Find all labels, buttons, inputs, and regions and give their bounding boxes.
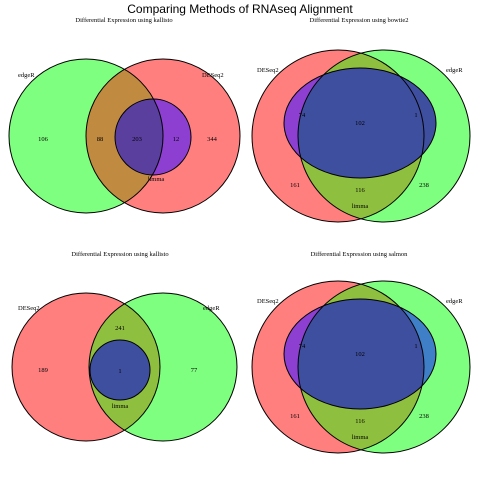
venn-panel-1: Differential Expression using kallisto e… [8, 17, 241, 214]
limma-set-circle [90, 340, 150, 400]
count-deseq2-limma: 12 [173, 136, 180, 143]
set-label-edger: edgeR [446, 67, 463, 74]
set-label-deseq2: DESeq2 [202, 72, 224, 79]
count-deseq2-edger: 116 [355, 187, 365, 194]
count-deseq2-edger: 116 [355, 418, 365, 425]
count-edger-deseq2: 88 [97, 136, 104, 143]
set-label-edger: edgeR [446, 298, 463, 305]
limma-edger-overlap [115, 99, 163, 175]
count-all-three: 102 [355, 120, 365, 127]
figure-title: Comparing Methods of RNAseq Alignment [127, 2, 353, 16]
count-all-three: 102 [355, 351, 365, 358]
venn-panel-2: Differential Expression using bowtie2 DE… [251, 17, 471, 223]
set-label-limma: limma [352, 434, 369, 441]
venn-panel-3: Differential Expression using kallisto D… [11, 251, 238, 442]
count-all-three: 203 [132, 136, 142, 143]
count-edger-only: 238 [419, 413, 429, 420]
count-deseq2-limma: 74 [299, 343, 306, 350]
set-label-limma: limma [148, 176, 165, 183]
count-edger-only: 238 [419, 182, 429, 189]
count-deseq2-limma: 74 [299, 112, 306, 119]
set-label-edger: edgeR [18, 72, 35, 79]
panel-1-title: Differential Expression using kallisto [75, 17, 172, 24]
set-label-limma: limma [112, 403, 129, 410]
panel-4-title: Differential Expression using salmon [311, 251, 409, 258]
set-label-limma: limma [352, 203, 369, 210]
deseq2-edger-overlap [89, 293, 160, 441]
all-three-overlap [298, 299, 424, 409]
set-label-edger: edgeR [203, 305, 220, 312]
set-label-deseq2: DESeq2 [257, 298, 279, 305]
panel-2-title: Differential Expression using bowtie2 [310, 17, 409, 24]
set-label-deseq2: DESeq2 [18, 305, 40, 312]
count-edger-limma: 1 [414, 112, 417, 119]
count-deseq2-only: 161 [290, 413, 300, 420]
count-deseq2-edger: 241 [115, 325, 125, 332]
edger-deseq2-overlap [86, 59, 163, 213]
count-deseq2-only: 189 [38, 367, 48, 374]
count-edger-only: 77 [191, 367, 198, 374]
panel-3-title: Differential Expression using kallisto [71, 251, 168, 258]
count-all-three: 1 [118, 368, 121, 375]
set-label-deseq2: DESeq2 [257, 67, 279, 74]
venn-panel-4: Differential Expression using salmon DES… [251, 251, 471, 454]
count-deseq2-only: 344 [207, 136, 218, 143]
count-edger-limma: 1 [414, 343, 417, 350]
count-edger-only: 106 [38, 136, 49, 143]
count-deseq2-only: 161 [290, 182, 300, 189]
